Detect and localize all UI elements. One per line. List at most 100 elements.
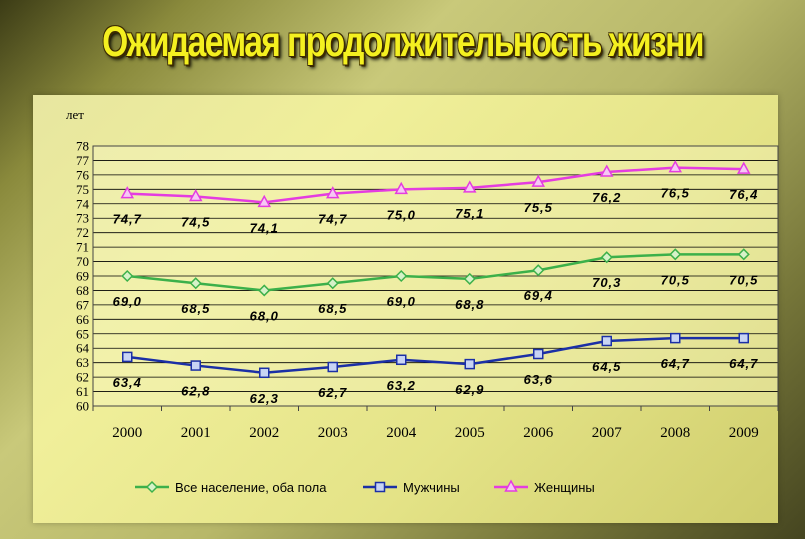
data-label: 75,0: [387, 207, 416, 222]
y-tick-label: 62: [76, 370, 89, 385]
data-point: [325, 186, 340, 199]
data-point: [736, 161, 751, 174]
y-tick-label: 63: [76, 355, 89, 370]
x-tick-label: 2001: [181, 425, 211, 441]
data-point: [257, 194, 272, 208]
data-label: 68,0: [250, 308, 279, 323]
data-point: [738, 332, 749, 344]
data-label: 68,5: [181, 301, 210, 316]
data-label: 70,3: [592, 275, 621, 290]
legend-marker: [374, 481, 386, 493]
data-point: [122, 351, 133, 363]
data-label: 70,5: [729, 272, 758, 287]
data-point: [532, 264, 545, 277]
data-label: 74,5: [181, 215, 210, 230]
series-line: [127, 253, 744, 292]
data-label: 64,5: [592, 359, 621, 374]
data-label: 74,1: [250, 220, 279, 235]
data-point: [533, 348, 544, 360]
data-point: [670, 332, 681, 344]
x-tick-label: 2008: [660, 425, 690, 441]
data-label: 68,8: [455, 297, 484, 312]
data-point: [463, 272, 476, 285]
data-point: [394, 181, 409, 195]
data-label: 64,7: [661, 356, 690, 371]
series-line: [127, 166, 744, 204]
data-point: [189, 277, 202, 290]
y-tick-label: 76: [76, 167, 90, 182]
data-label: 62,8: [181, 384, 210, 399]
legend-label: Мужчины: [403, 480, 460, 495]
y-tick-label: 60: [76, 399, 89, 414]
data-label: 63,2: [387, 378, 416, 393]
data-point: [395, 269, 408, 283]
data-label: 62,3: [250, 391, 279, 406]
data-point: [259, 367, 270, 379]
y-tick-label: 74: [76, 196, 90, 211]
data-label: 75,1: [455, 206, 484, 221]
x-tick-label: 2005: [455, 425, 485, 441]
y-axis-label: лет: [66, 107, 84, 122]
y-tick-label: 66: [76, 312, 90, 327]
data-label: 69,0: [387, 294, 416, 309]
data-label: 76,2: [592, 190, 621, 205]
data-point: [737, 248, 750, 261]
x-tick-label: 2007: [592, 425, 623, 441]
data-label: 62,9: [455, 382, 484, 397]
y-tick-label: 78: [76, 139, 89, 154]
data-point: [121, 269, 134, 283]
legend-marker: [145, 480, 159, 494]
data-point: [600, 251, 613, 264]
series-line: [127, 336, 744, 375]
x-tick-label: 2002: [249, 425, 279, 441]
x-tick-label: 2004: [386, 425, 417, 441]
data-point: [599, 164, 614, 177]
y-tick-label: 70: [76, 254, 89, 269]
legend-label: Женщины: [534, 480, 595, 495]
y-tick-label: 71: [76, 240, 89, 255]
y-tick-label: 69: [76, 269, 89, 284]
data-point: [462, 180, 477, 193]
data-point: [668, 160, 683, 173]
legend-label: Все население, оба пола: [175, 480, 327, 495]
data-label: 63,4: [113, 375, 142, 390]
chart-panel: [33, 95, 778, 523]
data-label: 76,5: [661, 186, 690, 201]
y-tick-label: 68: [76, 283, 89, 298]
data-label: 69,4: [524, 288, 553, 303]
data-label: 63,6: [524, 372, 553, 387]
y-tick-label: 64: [76, 341, 90, 356]
data-point: [326, 277, 339, 290]
data-point: [120, 186, 135, 199]
data-label: 64,7: [729, 356, 758, 371]
y-tick-label: 61: [76, 384, 89, 399]
data-point: [396, 354, 407, 366]
y-tick-label: 77: [76, 153, 90, 168]
data-point: [464, 358, 475, 370]
y-tick-label: 65: [76, 326, 89, 341]
data-point: [188, 188, 203, 202]
data-label: 70,5: [661, 272, 690, 287]
y-tick-label: 75: [76, 182, 89, 197]
data-point: [531, 174, 546, 187]
data-label: 69,0: [113, 294, 142, 309]
y-tick-label: 67: [76, 297, 90, 312]
data-label: 76,4: [729, 187, 758, 202]
data-point: [669, 248, 682, 261]
data-label: 74,7: [113, 212, 142, 227]
data-label: 68,5: [318, 301, 347, 316]
data-point: [190, 360, 201, 371]
x-tick-label: 2003: [318, 425, 348, 441]
data-point: [327, 361, 338, 373]
x-tick-label: 2000: [112, 425, 142, 441]
data-label: 75,5: [524, 200, 553, 215]
data-point: [601, 335, 612, 347]
y-tick-label: 73: [76, 211, 89, 226]
x-tick-label: 2009: [729, 425, 759, 441]
data-label: 74,7: [318, 212, 347, 227]
x-tick-label: 2006: [523, 425, 554, 441]
y-tick-label: 72: [76, 225, 89, 240]
legend-marker: [504, 479, 518, 492]
data-point: [258, 284, 271, 297]
